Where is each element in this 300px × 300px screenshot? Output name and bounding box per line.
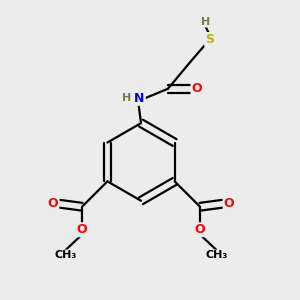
Text: O: O — [48, 197, 58, 210]
Text: CH₃: CH₃ — [205, 250, 228, 260]
Text: O: O — [224, 197, 234, 210]
Text: O: O — [77, 223, 87, 236]
Text: H: H — [201, 16, 210, 27]
Text: N: N — [134, 92, 145, 105]
Text: H: H — [122, 93, 131, 103]
Text: CH₃: CH₃ — [55, 250, 77, 260]
Text: O: O — [195, 223, 206, 236]
Text: S: S — [205, 33, 214, 46]
Text: O: O — [192, 82, 202, 95]
